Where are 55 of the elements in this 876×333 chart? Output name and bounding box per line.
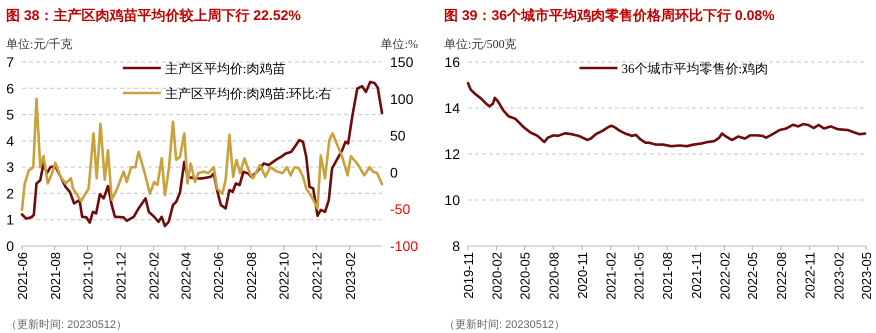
legend-label: 主产区平均价:肉鸡苗:环比:右 <box>164 86 332 101</box>
title: 图 38：主产区肉鸡苗平均价较上周下行 22.52% <box>6 7 301 23</box>
x-tick-label: 2023-05 <box>859 252 874 300</box>
text: （更新时间: 20230512） <box>6 318 128 331</box>
y2-tick-label: 150 <box>390 54 414 70</box>
y2-tick-label: 50 <box>390 128 406 144</box>
x-tick-label: 2022-08 <box>774 252 789 300</box>
x-tick-label: 2020-08 <box>546 252 562 300</box>
y-tick-label: 10 <box>444 192 460 208</box>
x-tick-label: 2022-11 <box>802 252 818 299</box>
x-tick-label: 2021-05 <box>631 252 646 300</box>
y-tick-label: 2 <box>6 185 14 202</box>
y2-tick-label: -100 <box>390 238 418 254</box>
y-tick-label: 7 <box>6 54 14 70</box>
x-tick-label: 2020-05 <box>518 252 533 300</box>
x-tick-label: 2021-10 <box>80 252 96 300</box>
x-tick-label: 2020-11 <box>575 252 590 299</box>
legend-label: 36个城市平均零售价:鸡肉 <box>621 61 768 76</box>
x-tick-label: 2021-08 <box>660 252 676 300</box>
y-axis-title: 单位:元/千克 <box>6 37 73 51</box>
x-tick-label: 2021-08 <box>48 252 63 300</box>
y-tick-label: 8 <box>452 238 460 254</box>
y-tick-label: 0 <box>6 238 14 254</box>
x-tick-label: 2021-11 <box>688 252 704 299</box>
y-tick-label: 3 <box>6 159 14 176</box>
y-tick-label: 6 <box>6 80 14 96</box>
y-tick-label: 14 <box>444 100 460 116</box>
x-tick-label: 2021-12 <box>113 252 128 300</box>
y2-axis-title: 单位:% <box>380 37 418 51</box>
text: （更新时间: 20230512） <box>444 318 566 331</box>
title: 图 39：36个城市平均鸡肉零售价格周环比下行 0.08% <box>444 7 775 23</box>
y2-tick-label: -50 <box>390 201 410 218</box>
y-axis-title: 单位:元/500克 <box>444 37 517 51</box>
x-tick-label: 2022-06 <box>211 252 226 300</box>
x-tick-label: 2022-02 <box>146 252 162 300</box>
y2-tick-label: 0 <box>390 164 398 180</box>
x-tick-label: 2022-02 <box>718 252 733 300</box>
x-tick-label: 2022-10 <box>276 252 292 300</box>
x-tick-label: 2022-05 <box>745 252 760 300</box>
y-tick-label: 5 <box>6 106 14 123</box>
x-tick-label: 2021-02 <box>604 252 619 300</box>
x-tick-label: 2021-06 <box>15 252 30 300</box>
x-tick-label: 2022-08 <box>244 252 259 300</box>
legend-label: 主产区平均价:肉鸡苗 <box>164 61 286 76</box>
x-tick-label: 2023-02 <box>831 252 846 300</box>
y-tick-label: 16 <box>444 54 460 70</box>
y-tick-label: 4 <box>6 132 14 149</box>
y-tick-label: 12 <box>444 146 460 162</box>
x-tick-label: 2019-11 <box>461 252 476 299</box>
x-tick-label: 2023-02 <box>342 252 358 300</box>
x-tick-label: 2022-04 <box>178 252 194 300</box>
y2-tick-label: 100 <box>390 90 414 107</box>
x-tick-label: 2022-12 <box>309 252 324 300</box>
y-tick-label: 1 <box>6 212 14 228</box>
x-tick-label: 2020-02 <box>490 252 505 300</box>
